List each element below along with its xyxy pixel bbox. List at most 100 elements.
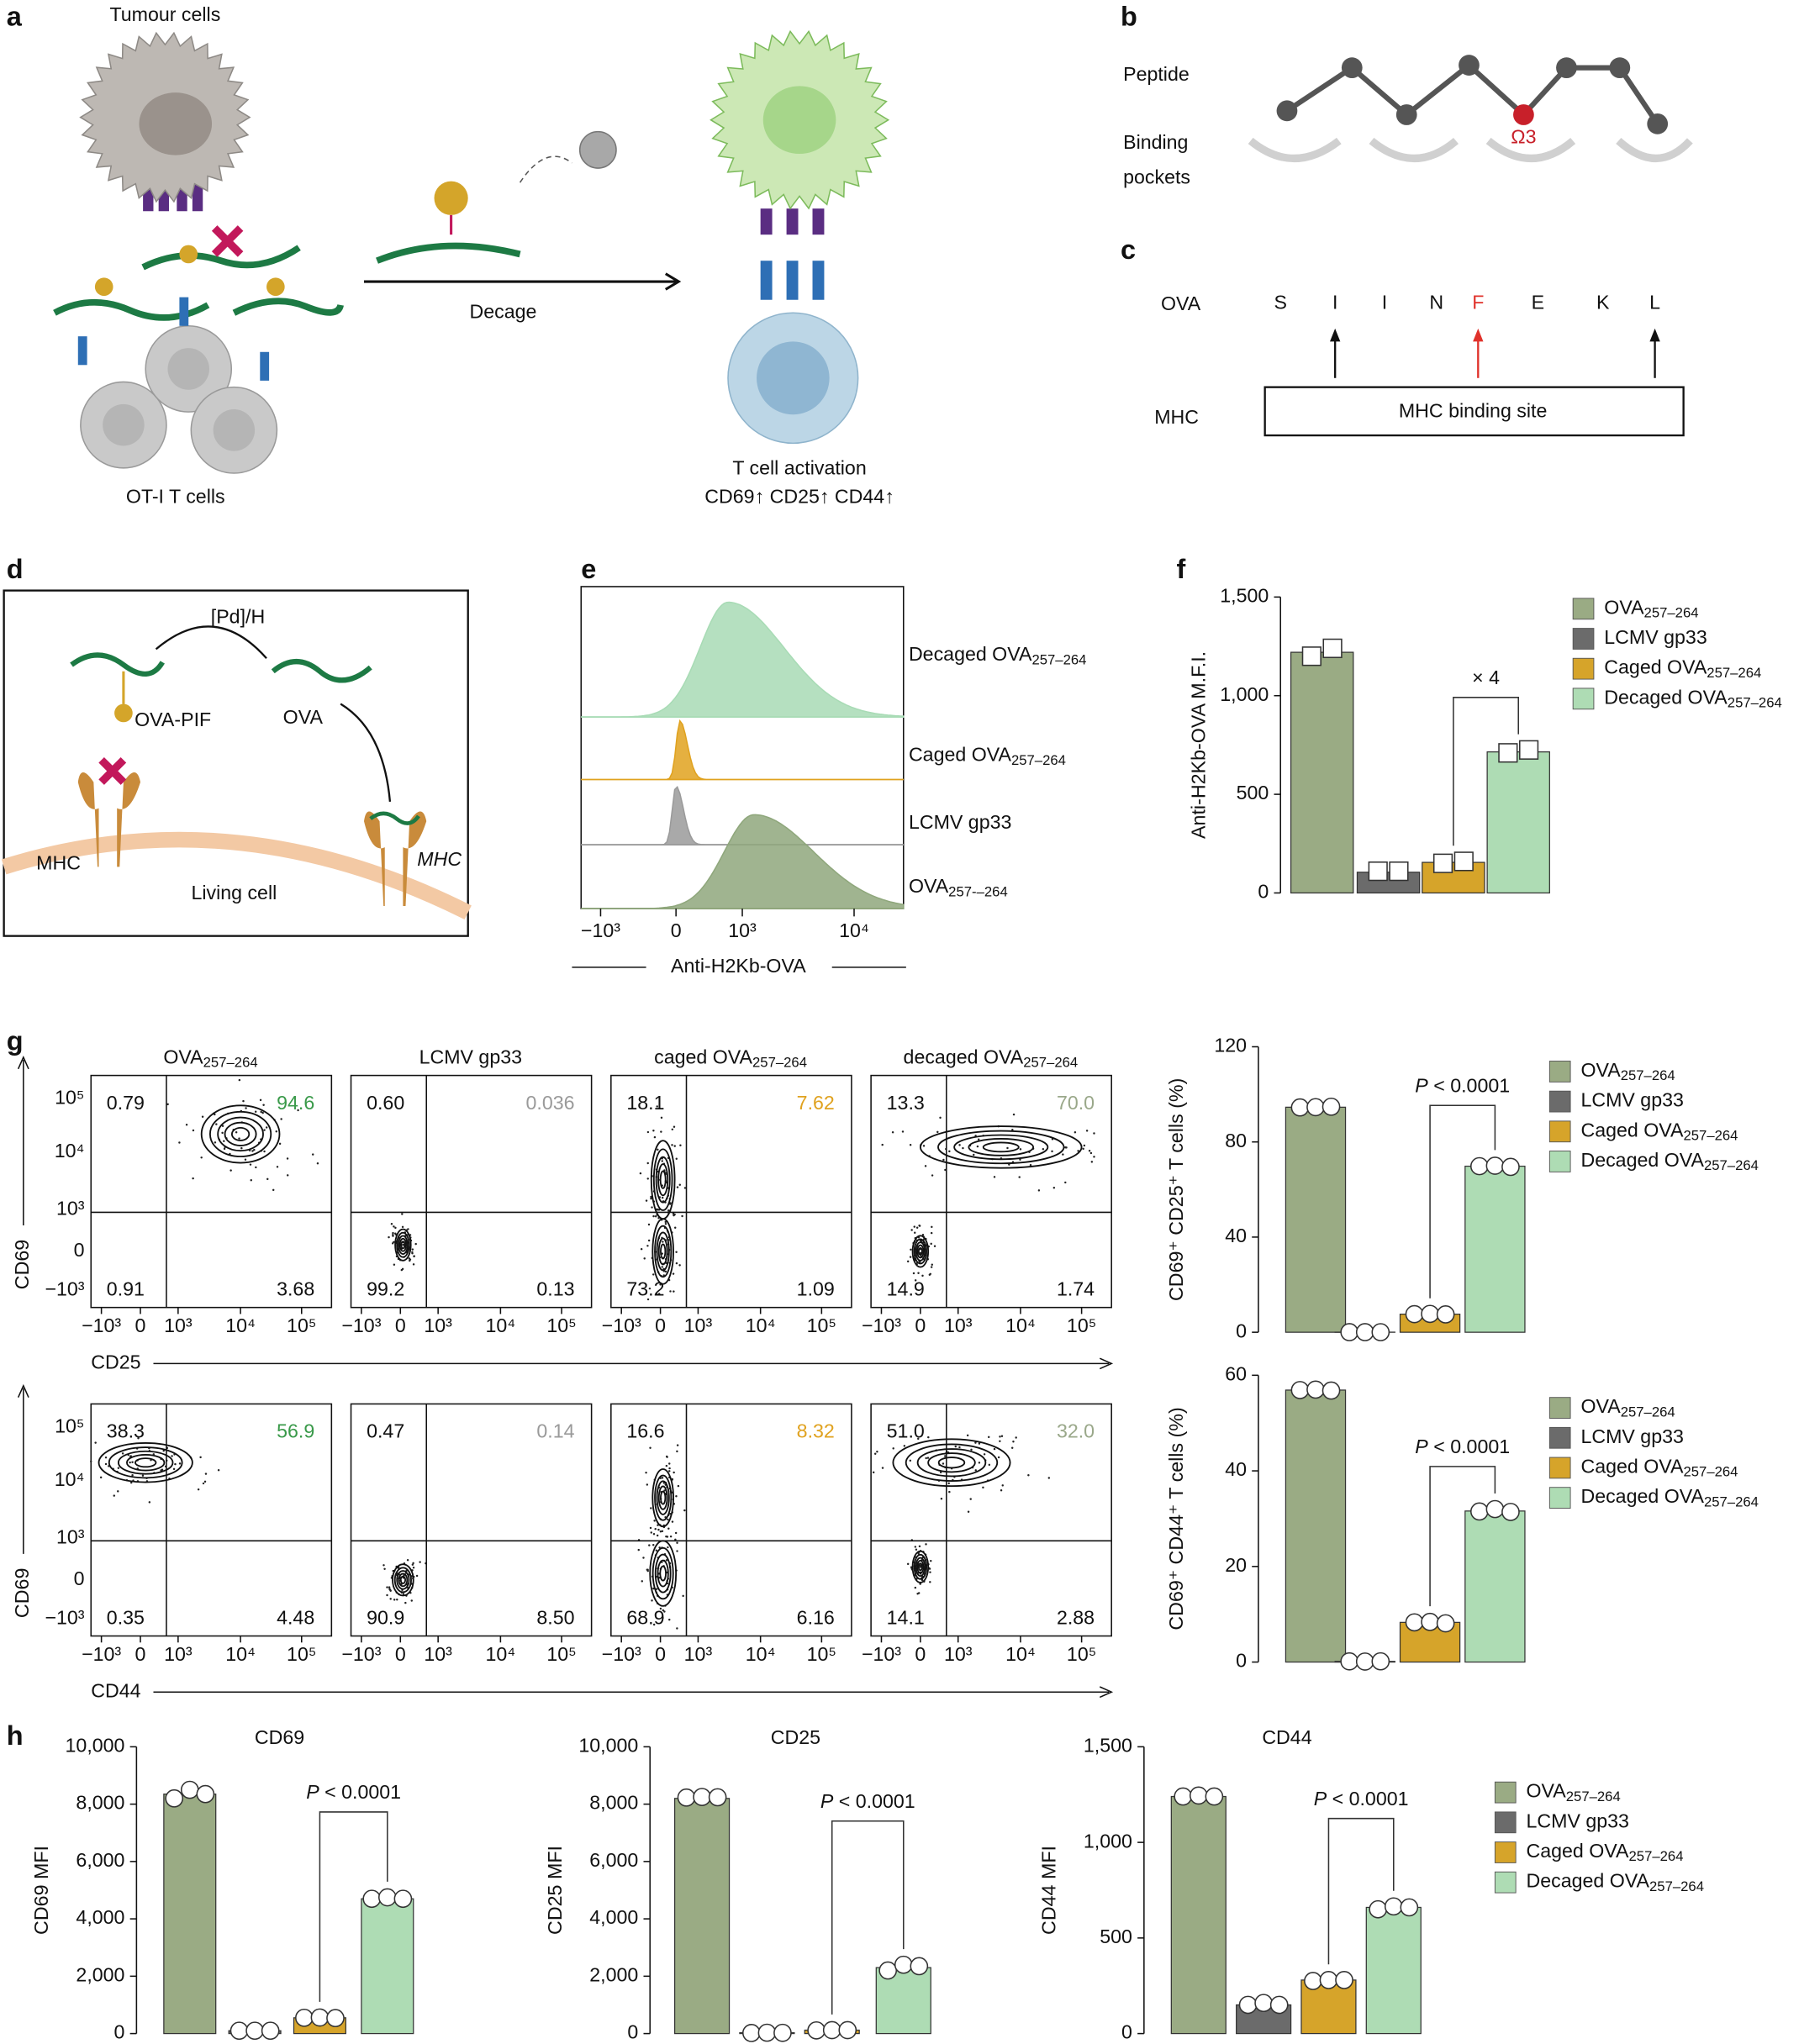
caption: CD69↑ CD25↑ CD44↑ (704, 486, 894, 508)
event-dot (1090, 1161, 1094, 1163)
contour (200, 1104, 281, 1164)
event-dot (645, 1471, 647, 1474)
legend-label: Decaged OVA257–264 (1580, 1485, 1758, 1510)
event-dot (929, 1571, 931, 1573)
event-dot (673, 1213, 676, 1216)
legend-swatch (1494, 1781, 1517, 1804)
point (1321, 1381, 1341, 1400)
p-value: P < 0.0001 (820, 1790, 915, 1812)
event-dot (891, 1130, 894, 1134)
event-dot (172, 1467, 176, 1471)
event-dot (928, 1273, 931, 1276)
event-dot (388, 1235, 390, 1239)
event-dot (400, 1268, 404, 1272)
event-dot (915, 1226, 919, 1229)
plot-title: decaged OVA257–264 (904, 1046, 1079, 1072)
event-dot (223, 1140, 225, 1143)
legend-swatch (1548, 1426, 1571, 1449)
event-dot (669, 1290, 672, 1293)
event-dot (657, 1293, 661, 1295)
event-dot (655, 1588, 658, 1590)
panel-label: f (1177, 554, 1186, 584)
event-dot (661, 1160, 663, 1162)
point (1498, 743, 1518, 763)
event-dot (259, 1098, 262, 1102)
point (1405, 1613, 1424, 1632)
event-dot (1027, 1474, 1030, 1477)
bar (1290, 651, 1354, 894)
event-dot (263, 1150, 266, 1153)
point (1269, 1995, 1289, 2015)
event-dot (390, 1223, 393, 1225)
event-dot (1018, 1176, 1021, 1178)
event-dot (668, 1467, 671, 1470)
nucleus (103, 403, 145, 446)
quadrant-value: 56.9 (277, 1420, 314, 1442)
label: Peptide (1123, 63, 1190, 85)
event-dot (665, 1559, 668, 1562)
y-tick-label: −10³ (45, 1606, 84, 1628)
y-axis-label: CD69⁺ CD44⁺ T cells (%) (1165, 1407, 1187, 1630)
event-dot (892, 1447, 894, 1450)
event-dot (254, 1110, 257, 1113)
event-dot (660, 1116, 663, 1119)
residue: L (1649, 292, 1660, 313)
event-dot (263, 1129, 266, 1131)
event-dot (931, 1263, 934, 1267)
point (1369, 1899, 1388, 1919)
x-tick-label: 10⁵ (807, 1314, 836, 1336)
contour (937, 1457, 966, 1469)
bar (1365, 1906, 1422, 2035)
point (1470, 1502, 1489, 1521)
point (261, 2021, 280, 2041)
event-dot (1083, 1144, 1086, 1147)
x-tick-label: 10⁵ (546, 1314, 576, 1336)
contour (917, 1562, 923, 1572)
plot-title-main: decaged OVA (904, 1046, 1024, 1068)
x-tick-label: 10⁵ (546, 1643, 576, 1665)
point (1389, 861, 1409, 882)
plot-title: OVA257–264 (163, 1046, 257, 1072)
bar (1486, 751, 1550, 894)
legend-label-sub: 257–264 (1704, 1158, 1759, 1174)
y-tick-label: 1,000 (1220, 683, 1269, 705)
event-dot (276, 1166, 279, 1168)
event-dot (674, 1538, 677, 1541)
event-dot (925, 1457, 927, 1460)
panel-a-art (53, 130, 859, 474)
event-dot (940, 1497, 943, 1500)
event-dot (665, 1464, 668, 1467)
contour (98, 1442, 193, 1483)
event-dot (404, 1601, 407, 1604)
x-tick-label: 0 (135, 1643, 146, 1665)
event-dot (1029, 1164, 1032, 1167)
event-dot (650, 1507, 652, 1509)
quadrant-value: 0.14 (536, 1420, 574, 1442)
event-dot (199, 1456, 202, 1459)
event-dot (192, 1129, 195, 1132)
event-dot (678, 1264, 681, 1267)
event-dot (148, 1501, 151, 1504)
event-dot (682, 1594, 684, 1598)
x-tick-label: 10⁴ (225, 1314, 256, 1336)
plot-title: caged OVA257–264 (654, 1046, 807, 1072)
event-dot (675, 1262, 678, 1265)
event-dot (113, 1494, 116, 1497)
x-tick-label: 10⁴ (1005, 1643, 1036, 1665)
event-dot (415, 1574, 419, 1578)
contour (916, 1244, 925, 1259)
event-dot (407, 1228, 409, 1230)
event-dot (973, 1153, 975, 1156)
event-dot (646, 1298, 650, 1301)
row-label-main: LCMV gp33 (909, 811, 1011, 833)
event-dot (280, 1118, 282, 1120)
point (1238, 1995, 1258, 2015)
p-value: P < 0.0001 (1415, 1075, 1510, 1097)
flow-frame (870, 1403, 1112, 1637)
event-dot (121, 1452, 124, 1455)
x-tick-label: 0 (395, 1314, 406, 1336)
y-tick-label: 10,000 (66, 1734, 125, 1756)
legend-label-sub: 257–264 (1566, 1788, 1621, 1804)
event-dot (921, 1234, 925, 1236)
axis-label: CD69 (11, 1568, 33, 1618)
